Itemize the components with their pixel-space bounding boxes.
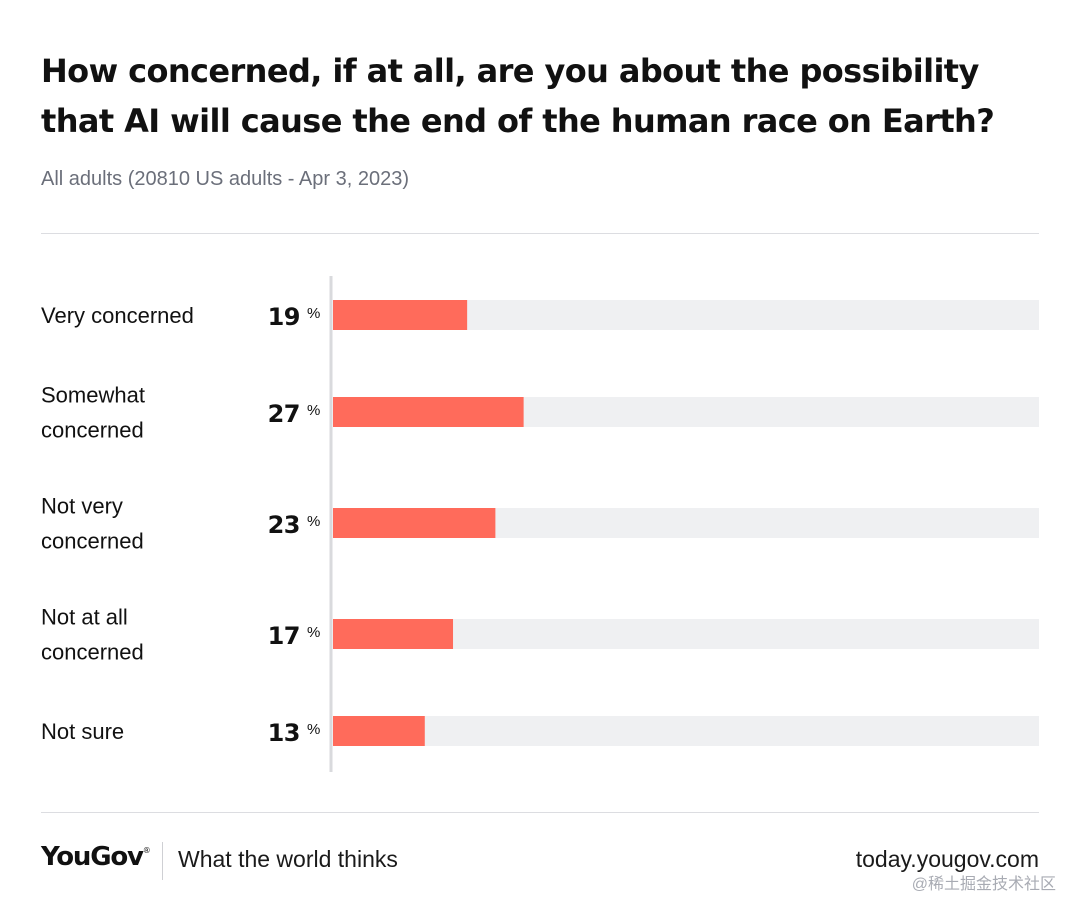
percent-sign: % <box>307 402 320 419</box>
bar <box>333 397 524 427</box>
chart-title: How concerned, if at all, are you about … <box>41 52 995 140</box>
footer-tagline: What the world thinks <box>178 846 398 872</box>
percent-sign: % <box>307 624 320 641</box>
bar <box>333 300 468 330</box>
bar <box>333 508 496 538</box>
chart-subtitle: All adults (20810 US adults - Apr 3, 202… <box>41 168 409 190</box>
data-label: 13 <box>268 719 300 747</box>
category-label: Not at all <box>41 605 128 630</box>
watermark-text: @稀土掘金技术社区 <box>911 876 1056 893</box>
percent-sign: % <box>307 305 320 322</box>
data-label: 19 <box>268 303 300 331</box>
data-label: 17 <box>268 622 300 650</box>
bar <box>333 716 425 746</box>
bar-chart: Very concerned 19 % Somewhat concerned 27 % Not… <box>41 276 1039 772</box>
logo-registered-mark: ® <box>142 846 151 855</box>
category-label: Very concerned <box>41 303 194 328</box>
bottom-divider <box>41 812 1039 813</box>
percent-sign: % <box>307 721 320 738</box>
yougov-logo: YouGov® <box>41 842 151 872</box>
footer-separator <box>162 842 163 880</box>
category-label: concerned <box>41 418 144 443</box>
footer-url: today.yougov.com <box>855 846 1039 872</box>
data-label: 27 <box>268 400 300 428</box>
logo-text: YouGov <box>41 842 144 872</box>
bar-track <box>333 716 1039 746</box>
bar <box>333 619 454 649</box>
percent-sign: % <box>307 513 320 530</box>
top-divider <box>41 233 1039 234</box>
category-label: concerned <box>41 640 144 665</box>
category-label: Not sure <box>41 719 124 744</box>
category-label: Somewhat <box>41 383 145 408</box>
category-label: concerned <box>41 529 144 554</box>
category-label: Not very <box>41 494 123 519</box>
data-label: 23 <box>268 511 300 539</box>
